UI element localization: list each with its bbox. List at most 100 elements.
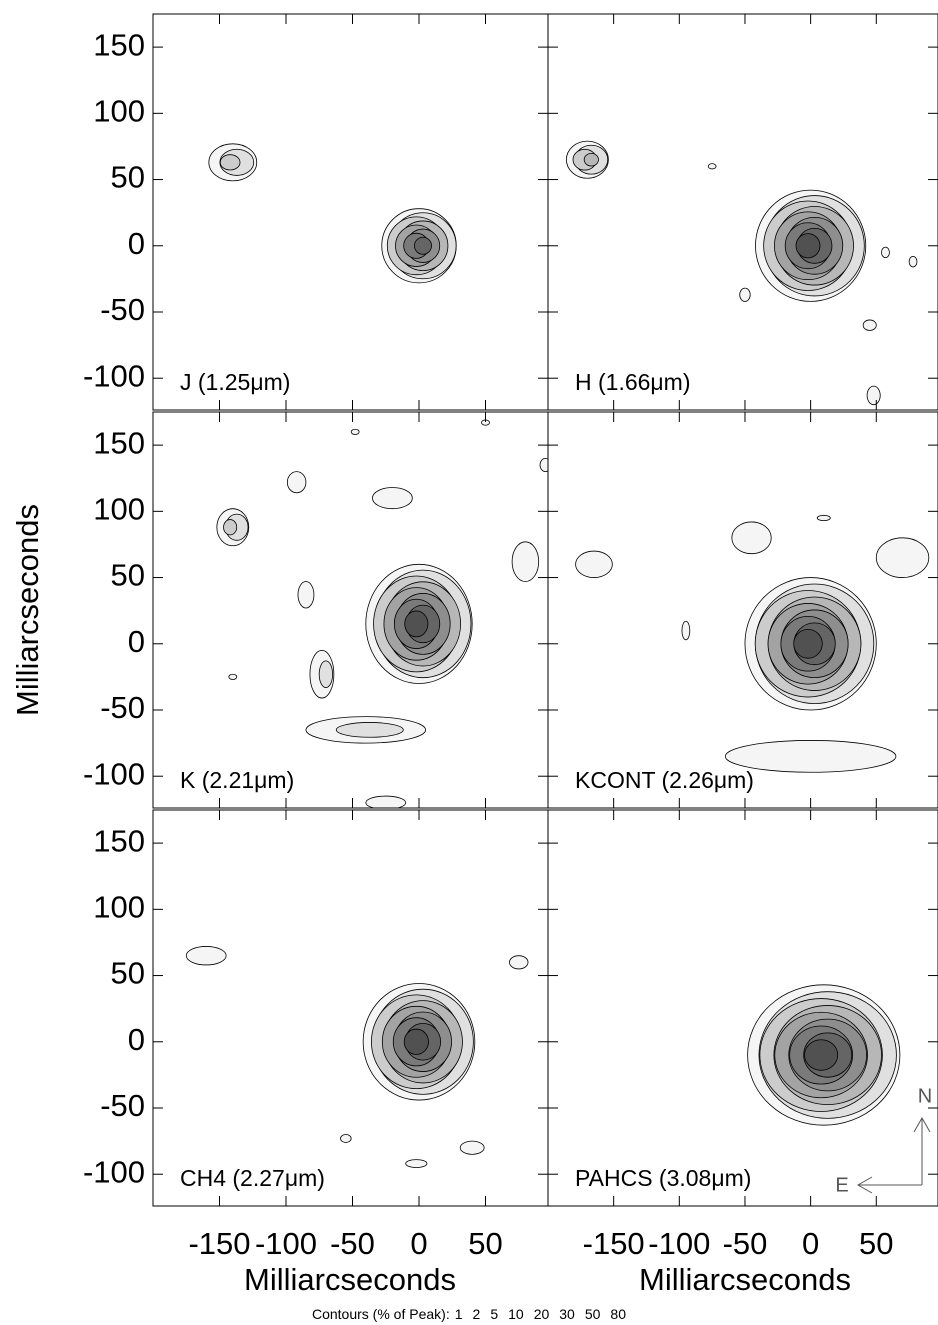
panel-label: H (1.66μm) <box>575 369 691 395</box>
panel-label: PAHCS (3.08μm) <box>575 1165 751 1191</box>
contour-level: 2 <box>473 1306 481 1322</box>
y-tick-label: 0 <box>128 624 145 659</box>
y-tick-label: 50 <box>111 956 145 991</box>
x-tick-label: -150 <box>188 1226 250 1261</box>
panel: -150-100 -50 0 50 PAHCS (3.08μm) <box>548 810 938 1261</box>
contour <box>732 522 771 554</box>
panel: -100 -50 0 50 100 150 J (1.25μm) <box>83 14 548 410</box>
contour <box>224 520 237 535</box>
y-tick-label: 100 <box>93 890 145 925</box>
contour-map <box>209 144 456 283</box>
contour-level: 5 <box>490 1306 498 1322</box>
contour-map <box>186 946 528 1167</box>
x-tick-label: 50 <box>468 1226 502 1261</box>
y-tick-label: -100 <box>83 1154 145 1189</box>
compass-east: E <box>835 1174 848 1196</box>
y-axis-label: Milliarcseconds <box>10 504 45 716</box>
contour <box>220 155 240 170</box>
panel-frame <box>153 810 548 1206</box>
x-axis-label: Milliarcseconds <box>639 1262 851 1297</box>
contour <box>796 234 820 258</box>
contour <box>341 1134 352 1142</box>
panel: KCONT (2.26μm) <box>548 412 938 808</box>
panel-label: K (2.21μm) <box>180 767 294 793</box>
contour <box>406 1160 427 1168</box>
x-tick-label: -100 <box>255 1226 317 1261</box>
contour <box>817 515 830 520</box>
y-tick-label: -50 <box>100 690 145 725</box>
contour <box>512 542 539 582</box>
y-tick-label: 50 <box>111 160 145 195</box>
east-arrow <box>858 1177 922 1193</box>
x-tick-label: 0 <box>410 1226 427 1261</box>
contour <box>372 487 412 508</box>
contour-map <box>748 985 900 1125</box>
contour-map <box>576 515 929 772</box>
y-tick-label: 150 <box>93 27 145 62</box>
contour <box>404 1029 428 1054</box>
contour-level: 30 <box>559 1306 575 1322</box>
contour <box>298 582 314 608</box>
contour-level: 50 <box>585 1306 601 1322</box>
contour <box>882 247 890 258</box>
contour-map <box>217 420 551 809</box>
y-tick-label: 0 <box>128 1022 145 1057</box>
contour <box>794 629 823 658</box>
y-tick-label: 50 <box>111 558 145 593</box>
x-tick-label: 50 <box>859 1226 893 1261</box>
contour-map <box>566 141 917 405</box>
contour <box>509 956 528 969</box>
contour <box>708 164 716 169</box>
y-tick-label: -50 <box>100 1088 145 1123</box>
panel-frame <box>548 14 938 410</box>
panel-label: J (1.25μm) <box>180 369 290 395</box>
contour-level: 20 <box>534 1306 550 1322</box>
panel: -100 -50 0 50 100 150 K (2.21μm) <box>83 412 551 809</box>
contour <box>909 256 917 267</box>
contour-level: 80 <box>610 1306 626 1322</box>
x-tick-label: 0 <box>802 1226 819 1261</box>
contour <box>876 538 929 578</box>
contour <box>584 153 598 166</box>
contour <box>287 472 306 493</box>
x-axis-label: Milliarcseconds <box>244 1262 456 1297</box>
contour <box>366 796 406 809</box>
contour <box>186 946 226 965</box>
x-tick-label: -50 <box>330 1226 375 1261</box>
panel-frame <box>153 412 548 808</box>
contour <box>405 611 428 637</box>
x-tick-label: -100 <box>648 1226 710 1261</box>
y-tick-label: -100 <box>83 756 145 791</box>
y-tick-label: -100 <box>83 358 145 393</box>
x-tick-label: -50 <box>723 1226 768 1261</box>
figure: Milliarcseconds Milliarcseconds Milliarc… <box>0 0 938 1325</box>
panel-label: CH4 (2.27μm) <box>180 1165 325 1191</box>
y-tick-label: 150 <box>93 425 145 460</box>
contour <box>805 1040 838 1071</box>
north-arrow <box>914 1118 930 1185</box>
x-tick-label: -150 <box>583 1226 645 1261</box>
compass-north: N <box>918 1085 932 1107</box>
y-tick-label: -50 <box>100 292 145 327</box>
contour <box>576 551 613 577</box>
contour <box>740 288 751 301</box>
panel-frame <box>153 14 548 410</box>
panel: H (1.66μm) <box>548 14 938 410</box>
contour-level: 1 <box>455 1306 463 1322</box>
contour <box>414 237 431 254</box>
contour-note-label: Contours (% of Peak): <box>312 1306 450 1322</box>
contour <box>863 320 876 331</box>
contour <box>460 1141 484 1154</box>
panel-label: KCONT (2.26μm) <box>575 767 754 793</box>
y-tick-label: 100 <box>93 94 145 129</box>
contour <box>540 458 551 471</box>
contour <box>867 386 880 405</box>
y-tick-label: 100 <box>93 492 145 527</box>
y-tick-label: 0 <box>128 226 145 261</box>
contour <box>336 722 403 737</box>
contour <box>319 661 332 688</box>
contour <box>682 621 690 640</box>
contour <box>229 674 237 679</box>
